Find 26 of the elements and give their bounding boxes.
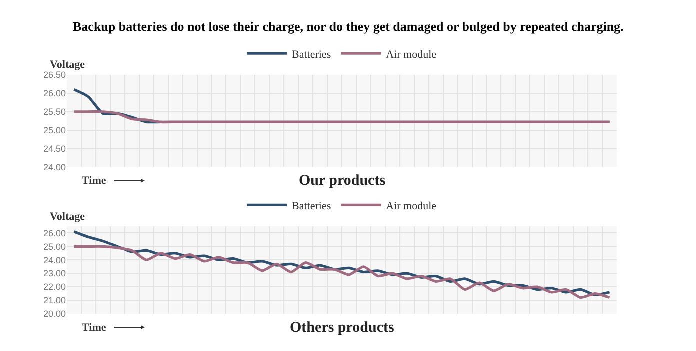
legend-label: Air module [386,48,437,61]
y-tick-label: 26.00 [43,228,66,238]
y-tick-label: 24.50 [43,144,66,154]
x-axis-title: Time [82,175,106,187]
text: Our products [299,173,386,189]
y-tick-label: 25.00 [43,242,66,252]
y-tick-label: 25.50 [43,107,66,118]
y-axis-title: Voltage [50,59,86,71]
y-tick-label: 23.00 [43,268,66,279]
y-tick-label: 24.00 [43,255,66,266]
y-tick-label: 20.00 [43,309,66,320]
line-series [72,110,612,124]
chart-title: Backup batteries do not lose their charge, nor do they get damaged or bulged by repeated charging. [73,19,624,34]
y-tick-label: 22.00 [43,282,66,292]
text: Others products [290,320,394,336]
x-axis-title: Time [82,322,106,334]
y-tick-label: 24.00 [43,162,66,172]
line-series [72,245,612,300]
legend-label: Batteries [292,200,332,212]
y-axis-title: Voltage [50,211,86,223]
legend-label: Air module [386,200,437,212]
y-tick-label: 26.50 [43,70,66,80]
y-tick-label: 21.00 [43,296,66,306]
y-tick-label: 26.00 [43,88,66,99]
legend-label: Batteries [292,48,332,61]
y-tick-label: 25.00 [43,125,66,136]
